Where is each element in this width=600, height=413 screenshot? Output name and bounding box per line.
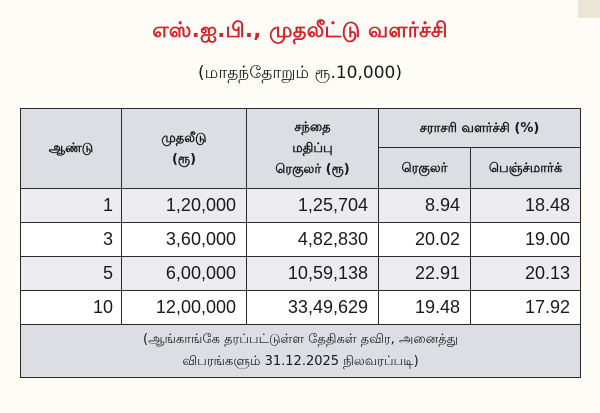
- table-row: 1 1,20,000 1,25,704 8.94 18.48: [20, 188, 582, 223]
- cell-market-value: 4,82,830: [246, 222, 379, 257]
- footnote-line2: விபரங்களும் 31.12.2025 நிலவரப்படி): [182, 354, 419, 369]
- cell-market-value: 33,49,629: [246, 290, 379, 325]
- page-title: எஸ்.ஐ.பி., முதலீட்டு வளர்ச்சி: [152, 18, 448, 42]
- cell-benchmark: 19.00: [469, 222, 582, 257]
- cell-year: 3: [20, 222, 122, 257]
- header-benchmark: பெஞ்ச்மார்க்: [469, 147, 582, 189]
- header-investment-line1: முதலீடு: [161, 130, 207, 146]
- header-avg-growth: சராசரி வளர்ச்சி (%): [377, 108, 582, 148]
- header-market-line1: சந்தை: [294, 120, 331, 135]
- cell-regular: 19.48: [378, 290, 471, 325]
- page-subtitle: (மாதந்தோறும் ரூ.10,000): [198, 63, 402, 83]
- cell-benchmark: 18.48: [469, 188, 582, 223]
- corner-decoration: [578, 0, 600, 18]
- cell-year: 10: [20, 290, 122, 325]
- cell-investment: 12,00,000: [121, 290, 247, 325]
- table-row: 5 6,00,000 10,59,138 22.91 20.13: [20, 256, 582, 291]
- header-market-line2: மதிப்பு: [292, 141, 333, 156]
- header-market-line3: ரெகுலர் (ரூ): [275, 162, 350, 177]
- table-row: 3 3,60,000 4,82,830 20.02 19.00: [20, 222, 582, 257]
- sip-growth-table: ஆண்டு முதலீடு (ரூ) சந்தை மதிப்பு ரெகுலர்…: [19, 108, 582, 378]
- cell-benchmark: 17.92: [469, 290, 582, 325]
- header-investment: முதலீடு (ரூ): [121, 108, 247, 189]
- header-market-value: சந்தை மதிப்பு ரெகுலர் (ரூ): [246, 108, 379, 189]
- footnote-line1: (ஆங்காங்கே தரப்பட்டுள்ள தேதிகள் தவிர, அன…: [143, 332, 459, 347]
- cell-regular: 22.91: [378, 256, 471, 291]
- cell-benchmark: 20.13: [469, 256, 582, 291]
- header-investment-line2: (ரூ): [171, 151, 197, 167]
- cell-market-value: 1,25,704: [246, 188, 379, 223]
- cell-investment: 1,20,000: [121, 188, 247, 223]
- cell-year: 5: [20, 256, 122, 291]
- cell-year: 1: [20, 188, 122, 223]
- cell-investment: 6,00,000: [121, 256, 247, 291]
- cell-regular: 20.02: [378, 222, 471, 257]
- header-year: ஆண்டு: [20, 108, 122, 189]
- table-row: 10 12,00,000 33,49,629 19.48 17.92: [20, 290, 582, 325]
- cell-market-value: 10,59,138: [246, 256, 379, 291]
- table-footnote: (ஆங்காங்கே தரப்பட்டுள்ள தேதிகள் தவிர, அன…: [19, 324, 582, 378]
- cell-regular: 8.94: [378, 188, 471, 223]
- header-regular: ரெகுலர்: [378, 147, 471, 189]
- cell-investment: 3,60,000: [121, 222, 247, 257]
